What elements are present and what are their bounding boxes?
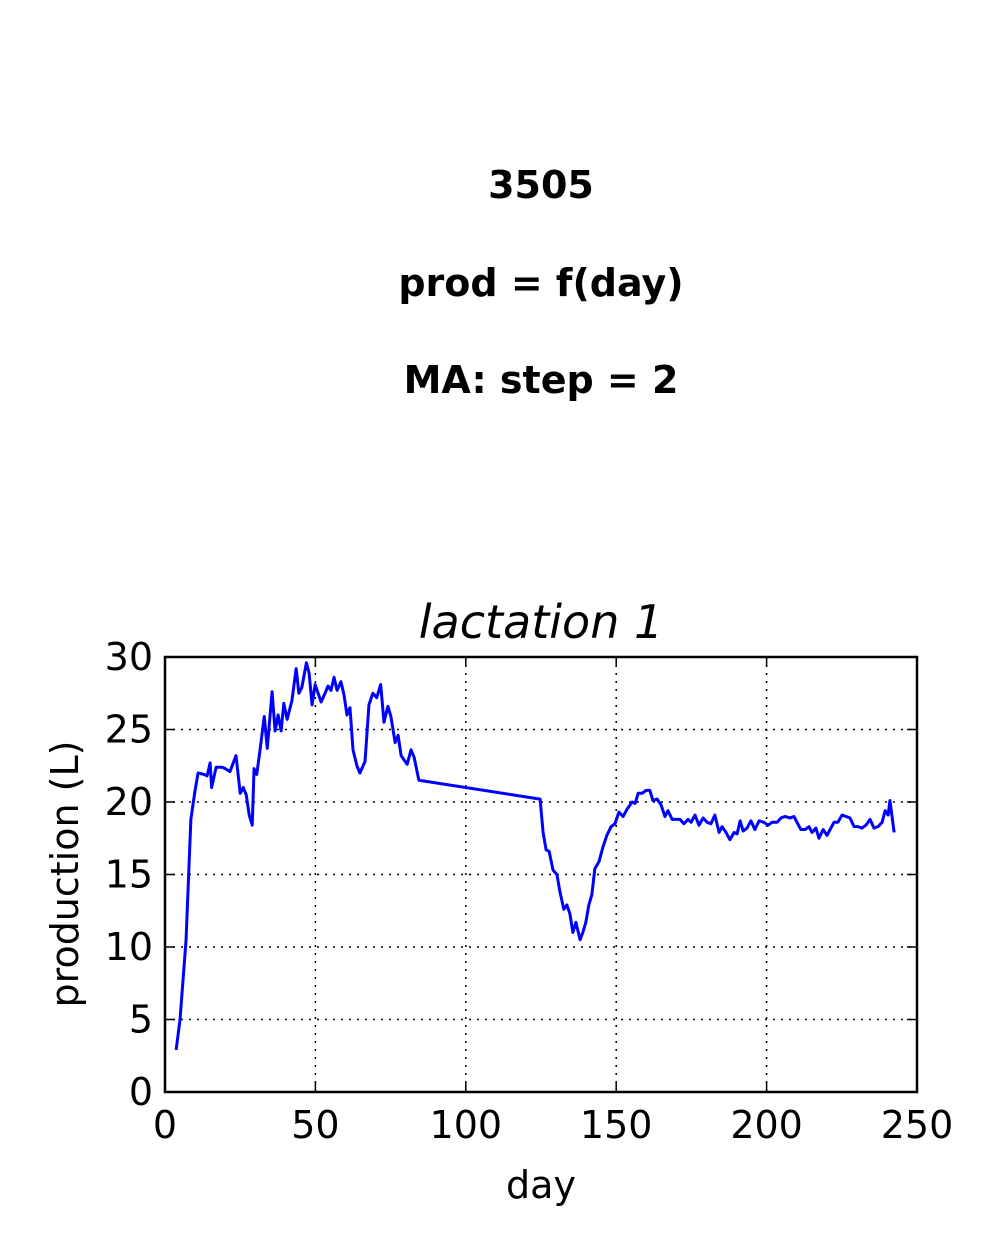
y-tick-label: 10 [105, 925, 153, 969]
y-axis-label: production (L) [43, 741, 87, 1008]
subplot-title: lactation 1 [419, 595, 664, 649]
x-axis-label: day [506, 1163, 576, 1207]
x-tick-label: 250 [881, 1103, 954, 1147]
y-tick-label: 30 [105, 635, 153, 679]
title: MA: step = 2 [404, 358, 679, 402]
x-tick-label: 50 [291, 1103, 339, 1147]
x-tick-label: 200 [730, 1103, 803, 1147]
y-tick-label: 5 [129, 998, 153, 1042]
title: prod = f(day) [398, 261, 683, 305]
y-tick-label: 20 [105, 780, 153, 824]
x-tick-label: 100 [430, 1103, 503, 1147]
title: 3505 [488, 163, 594, 207]
data-line [174, 661, 896, 1051]
x-tick-label: 0 [153, 1103, 177, 1147]
y-tick-label: 15 [105, 853, 153, 897]
x-tick-label: 150 [580, 1103, 653, 1147]
y-tick-label: 25 [105, 708, 153, 752]
y-tick-label: 0 [129, 1070, 153, 1114]
plot-frame [163, 655, 919, 1094]
